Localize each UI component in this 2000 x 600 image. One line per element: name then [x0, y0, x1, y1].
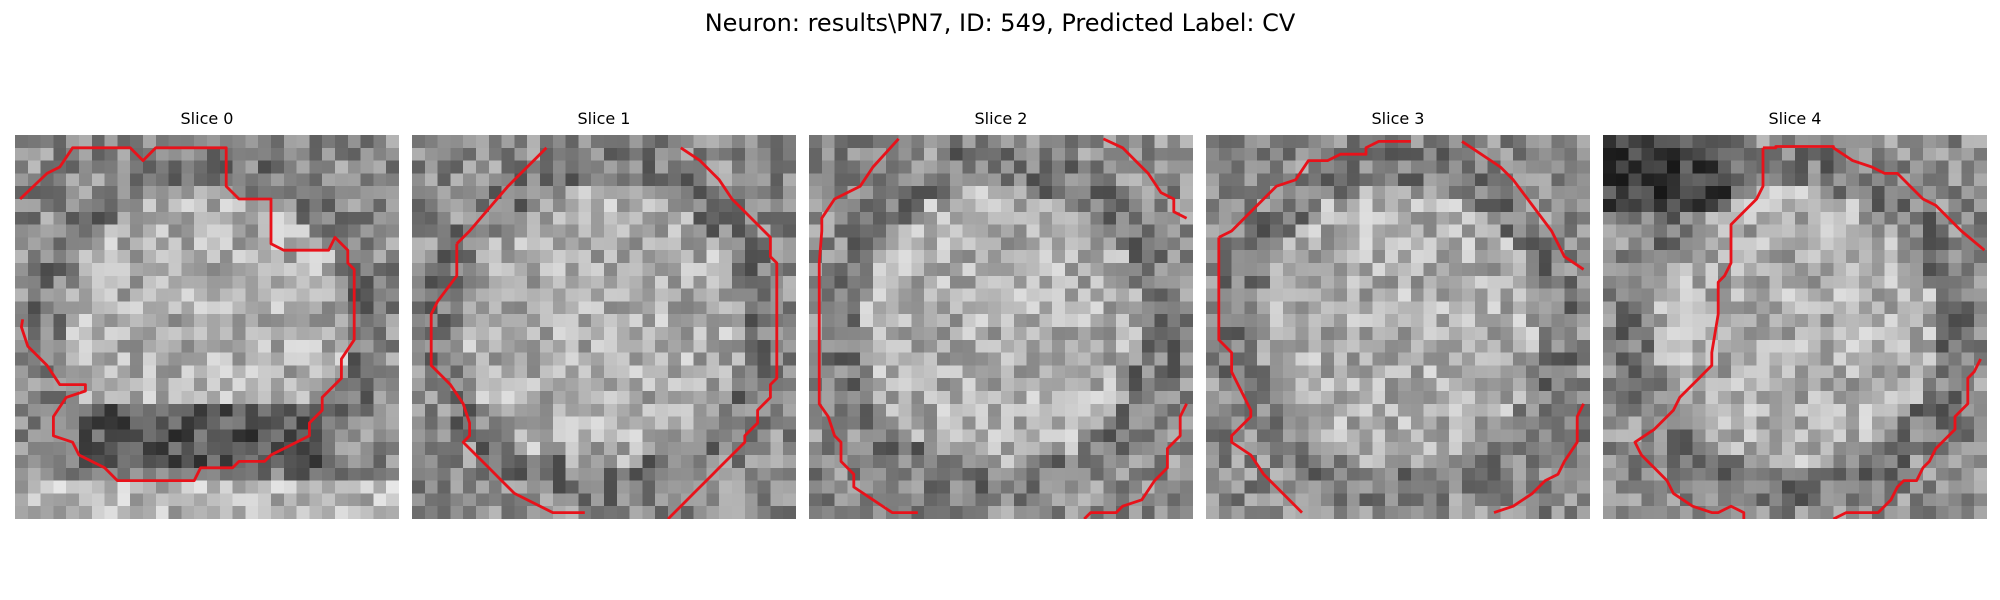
slice-title: Slice 4 — [1768, 109, 1822, 128]
segmentation-contour — [1633, 147, 1765, 519]
segmentation-contour — [429, 243, 585, 515]
segmentation-contour — [1493, 403, 1585, 514]
segmentation-contour — [667, 146, 779, 519]
slice-title: Slice 0 — [180, 109, 234, 128]
slice-panel-2: Slice 2 — [809, 108, 1193, 519]
segmentation-contour — [817, 137, 918, 515]
segmentation-contour — [1217, 237, 1303, 514]
slice-title: Slice 2 — [974, 109, 1028, 128]
segmentation-contour — [455, 146, 548, 245]
slice-panel-3: Slice 3 — [1206, 108, 1590, 519]
slice-title: Slice 1 — [577, 109, 631, 128]
slice-image — [809, 135, 1193, 519]
slice-panel-0: Slice 0 — [15, 108, 399, 519]
pixel-grid — [1603, 135, 1987, 519]
segmentation-contour — [1218, 139, 1411, 239]
pixel-grid — [412, 135, 796, 519]
slice-image — [1603, 135, 1987, 519]
figure-title: Neuron: results\PN7, ID: 549, Predicted … — [704, 9, 1296, 37]
segmentation-contour — [1832, 358, 1982, 519]
slice-panel-4: Slice 4 — [1603, 108, 1987, 519]
segmentation-contour — [19, 146, 356, 483]
segmentation-contour — [1763, 145, 1986, 252]
segmentation-contour — [1083, 403, 1188, 519]
segmentation-contour — [1461, 140, 1585, 271]
slice-title: Slice 3 — [1371, 109, 1425, 128]
slice-image — [15, 135, 399, 519]
pixel-grid — [1206, 135, 1590, 519]
slice-image — [1206, 135, 1590, 519]
slice-image — [412, 135, 796, 519]
segmentation-contour — [1102, 137, 1188, 220]
pixel-grid — [809, 135, 1193, 519]
pixel-grid — [15, 135, 399, 519]
slice-panel-1: Slice 1 — [412, 108, 796, 519]
